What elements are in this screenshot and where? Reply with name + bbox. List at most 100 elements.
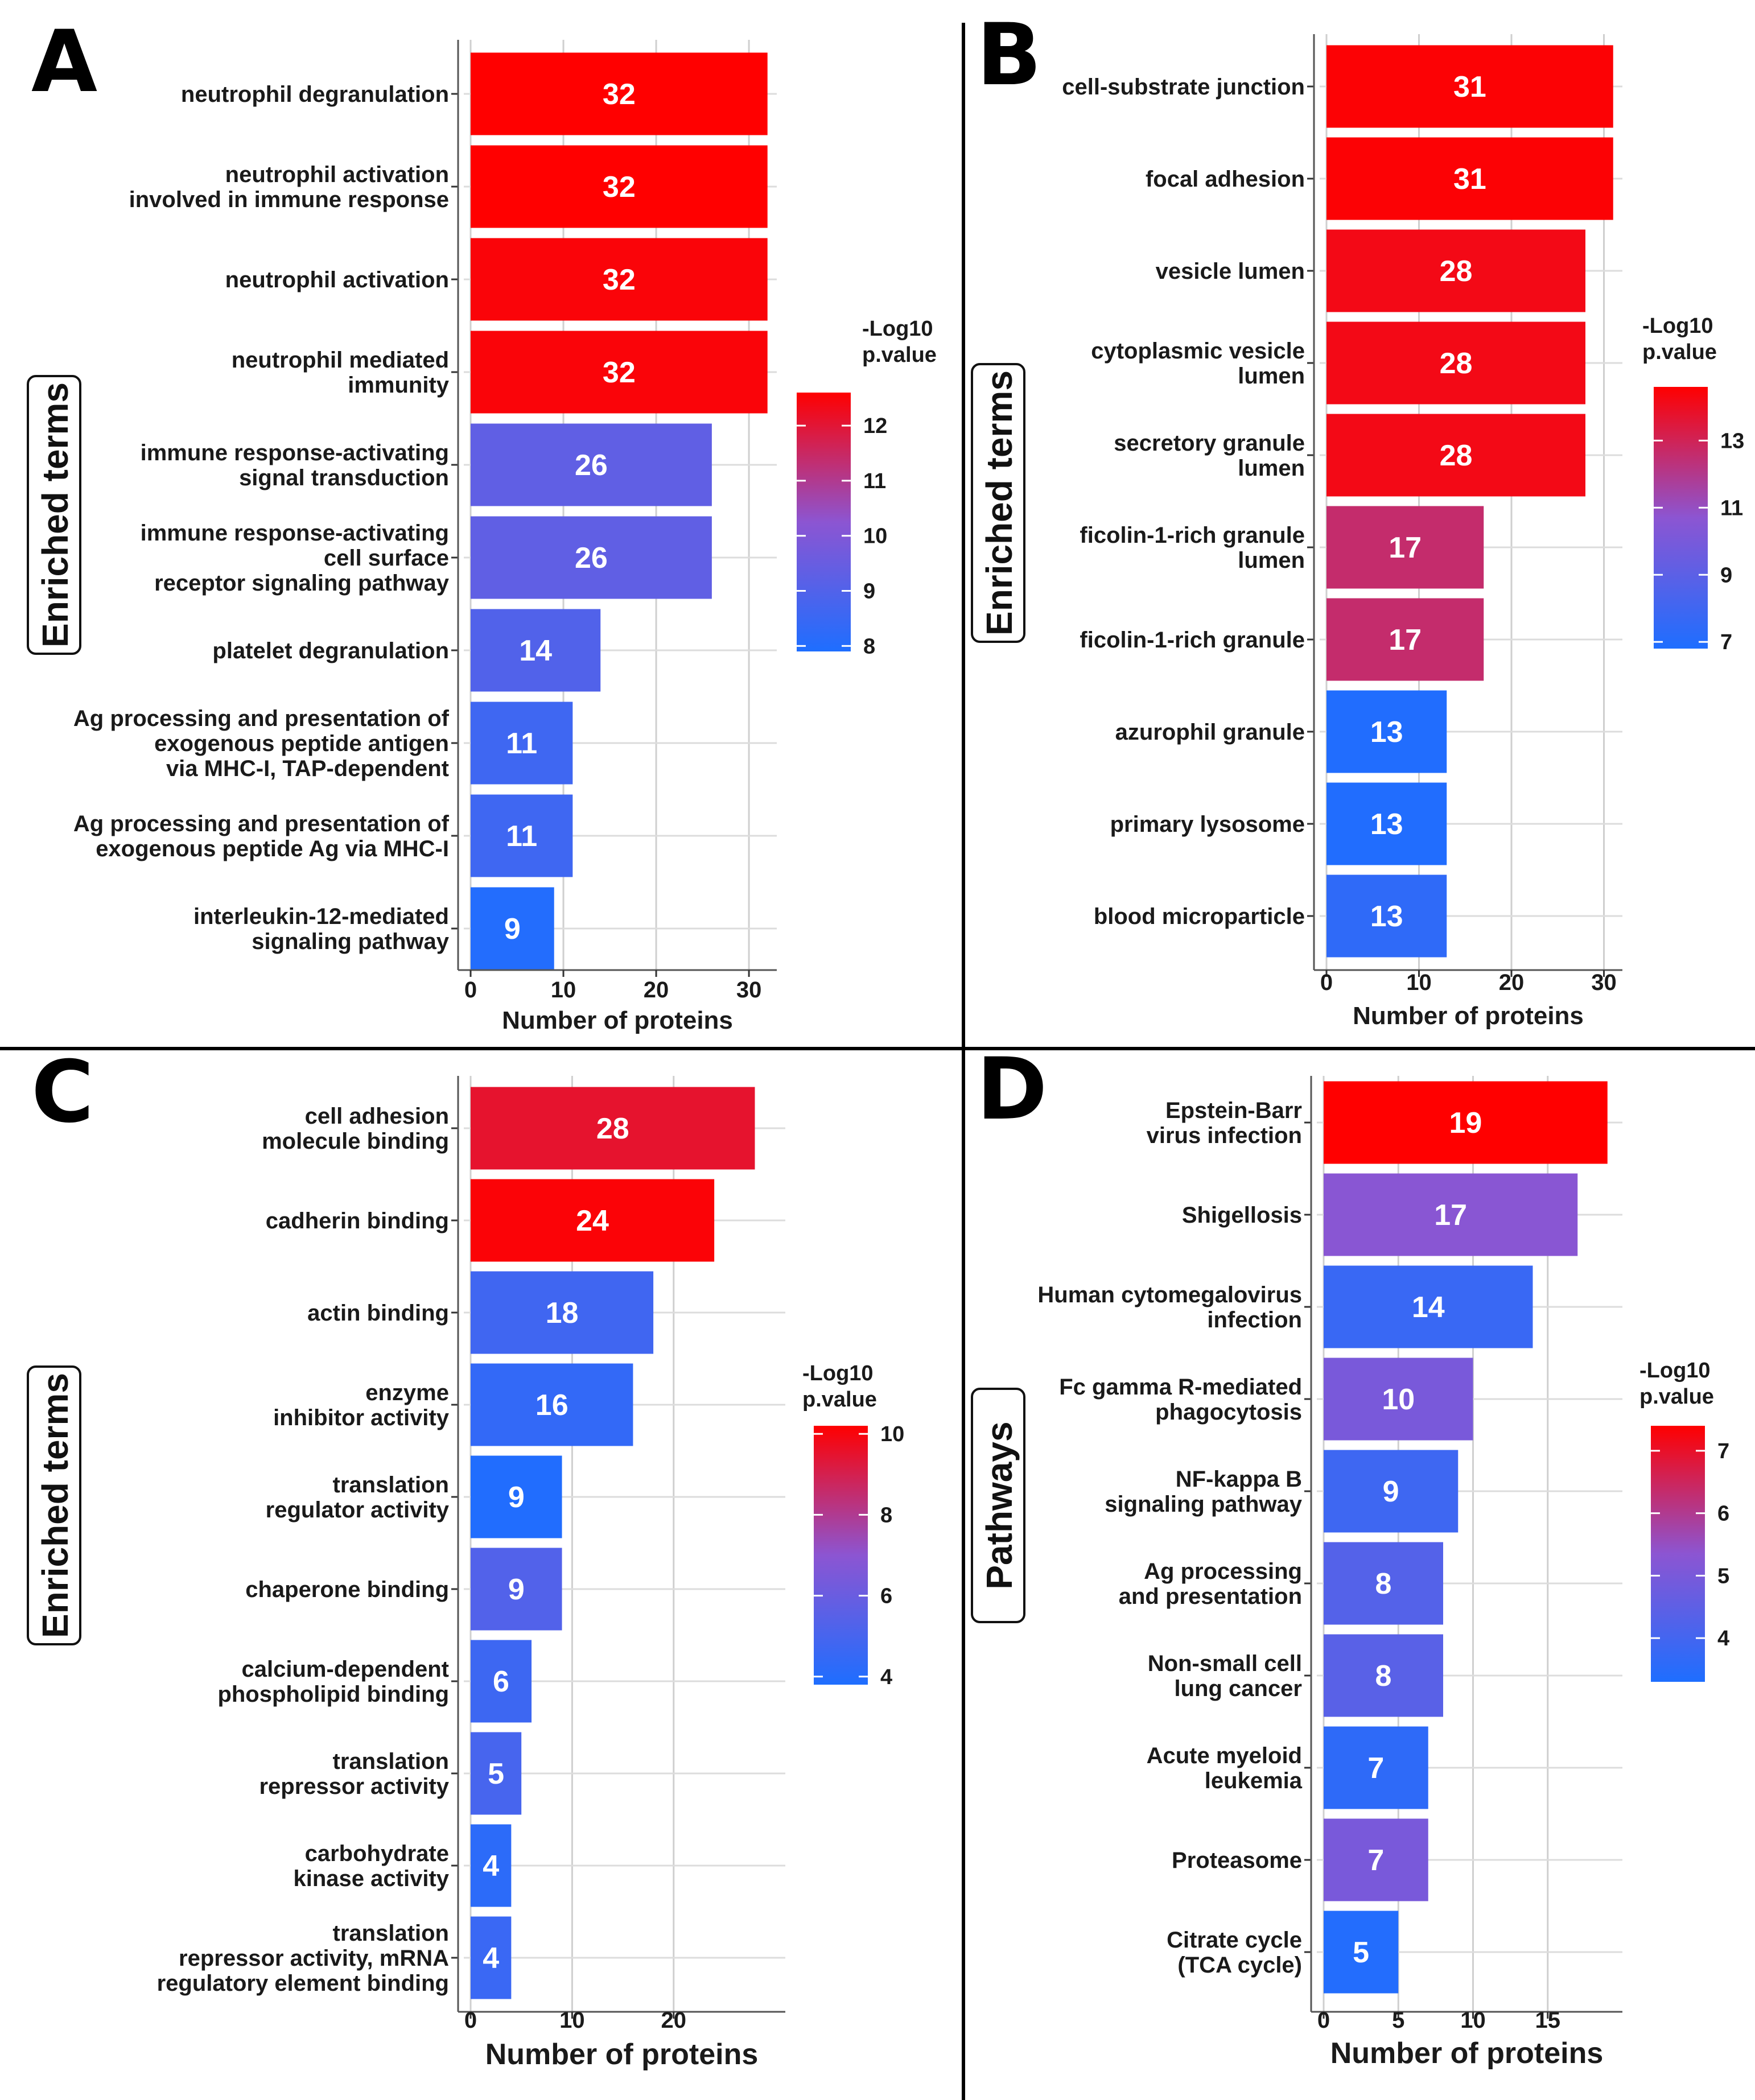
category-label: inhibitor activity (273, 1405, 450, 1430)
bar-fc-gamma-r-mediated-phagocytosis (1324, 1358, 1473, 1441)
category-label: primary lysosome (1110, 812, 1305, 837)
legend-tick-label: 5 (1717, 1564, 1729, 1588)
category-label: cell-substrate junction (1062, 75, 1305, 100)
bar-value-label: 9 (504, 913, 521, 946)
category-label: enzyme (365, 1380, 449, 1405)
category-label: Fc gamma R-mediated (1059, 1375, 1302, 1400)
bar-value-label: 4 (483, 1942, 499, 1975)
category-label: repressor activity, mRNA (179, 1946, 449, 1971)
panel-letter: A (31, 13, 97, 112)
legend-tick-label: 4 (1717, 1627, 1729, 1651)
category-label: infection (1207, 1307, 1302, 1332)
category-label: exogenous peptide Ag via MHC-I (96, 836, 449, 861)
bar-cadherin-binding (471, 1179, 715, 1262)
category-label: involved in immune response (129, 187, 449, 212)
category-label: cell adhesion (305, 1104, 449, 1129)
category-label: neutrophil mediated (232, 348, 449, 373)
colorbar (1654, 387, 1708, 649)
bar-neutrophil-activation (471, 238, 768, 321)
bar-value-label: 19 (1449, 1107, 1482, 1140)
bar-value-label: 8 (1375, 1567, 1392, 1600)
panel-letter: B (977, 6, 1041, 105)
bar-neutrophil-activation-involved-in-immune-respons (471, 145, 768, 228)
category-label: Acute myeloid (1147, 1743, 1302, 1768)
bar-neutrophil-degranulation (471, 52, 768, 135)
bar-translation-repressor-activity-mrna-regulatory-e (471, 1916, 512, 1999)
bar-value-label: 4 (483, 1850, 499, 1883)
x-tick-label: 10 (551, 977, 576, 1002)
colorbar (814, 1426, 868, 1685)
category-label: receptor signaling pathway (154, 571, 450, 596)
bar-value-label: 28 (1440, 347, 1473, 380)
bar-epstein-barr-virus-infection (1324, 1081, 1608, 1164)
bar-ag-processing-and-presentation (1324, 1542, 1443, 1625)
bar-shigellosis (1324, 1173, 1578, 1256)
bar-value-label: 28 (1440, 255, 1473, 288)
x-tick-label: 15 (1535, 2008, 1561, 2033)
bar-value-label: 28 (1440, 439, 1473, 472)
category-label: calcium-dependent (241, 1657, 449, 1682)
bar-translation-regulator-activity (471, 1455, 562, 1538)
category-label: Epstein-Barr (1165, 1098, 1302, 1123)
x-tick-label: 20 (644, 977, 669, 1002)
legend-tick-label: 11 (1720, 496, 1743, 520)
x-tick-label: 10 (559, 2008, 585, 2033)
legend-tick-label: 8 (863, 634, 875, 658)
category-label: translation (333, 1472, 449, 1497)
bar-value-label: 14 (1412, 1291, 1445, 1324)
category-label: focal adhesion (1146, 167, 1305, 192)
bar-immune-response-activating-cell-surface-receptor (471, 516, 712, 599)
x-tick-label: 30 (1591, 970, 1617, 995)
bar-azurophil-granule (1326, 690, 1447, 773)
bar-cell-substrate-junction (1326, 45, 1613, 128)
legend-tick-label: 9 (863, 580, 875, 604)
category-label: exogenous peptide antigen (154, 731, 449, 756)
legend-title: -Log10 (1642, 314, 1713, 338)
legend-tick-label: 6 (1717, 1502, 1729, 1526)
bar-actin-binding (471, 1271, 654, 1354)
category-label: neutrophil degranulation (181, 82, 449, 107)
category-label: lumen (1238, 456, 1305, 481)
legend-tick-label: 13 (1720, 429, 1744, 453)
bar-value-label: 17 (1389, 624, 1422, 657)
category-label: repressor activity (259, 1774, 449, 1799)
legend-tick-label: 11 (863, 469, 886, 493)
category-label: phospholipid binding (217, 1682, 449, 1707)
legend-tick-label: 9 (1720, 563, 1732, 587)
category-label: phagocytosis (1155, 1400, 1302, 1425)
legend-tick-label: 7 (1720, 630, 1732, 654)
bar-platelet-degranulation (471, 609, 601, 692)
legend-tick-label: 4 (880, 1665, 892, 1689)
bar-nf-kappa-b-signaling-pathway (1324, 1450, 1459, 1533)
bar-focal-adhesion (1326, 137, 1613, 220)
y-axis-title-box (971, 1388, 1025, 1623)
panel-d: 19 Epstein-Barr virus infection 17 Shigellos… (965, 1050, 1755, 2100)
category-label: cell surface (324, 546, 449, 571)
bar-value-label: 9 (508, 1481, 525, 1514)
x-tick-label: 20 (661, 2008, 687, 2033)
y-axis-title: Enriched terms (35, 1373, 76, 1638)
legend-tick-label: 12 (863, 414, 887, 438)
bar-carbohydrate-kinase-activity (471, 1824, 512, 1907)
bar-ag-processing-and-presentation-of-exogenous-pept (471, 794, 573, 877)
legend-tick-label: 6 (880, 1585, 892, 1608)
y-axis-title-box (27, 375, 81, 655)
category-label: immune response-activating (141, 521, 449, 546)
category-label: regulator activity (266, 1497, 450, 1523)
colorbar (797, 393, 851, 651)
bar-non-small-cell-lung-cancer (1324, 1634, 1443, 1717)
category-label: carbohydrate (305, 1841, 449, 1866)
category-label: virus infection (1147, 1123, 1302, 1148)
bar-acute-myeloid-leukemia (1324, 1726, 1428, 1809)
bar-value-label: 26 (575, 542, 608, 575)
panel-letter: D (977, 1050, 1048, 1139)
bar-value-label: 26 (575, 449, 608, 482)
bar-value-label: 13 (1370, 808, 1403, 841)
bar-value-label: 13 (1370, 900, 1403, 933)
legend-tick-label: 10 (863, 525, 887, 548)
bar-value-label: 9 (508, 1573, 525, 1606)
bar-cell-adhesion-molecule-binding (471, 1087, 755, 1170)
bar-translation-repressor-activity (471, 1732, 522, 1815)
category-label: neutrophil activation (225, 267, 449, 292)
